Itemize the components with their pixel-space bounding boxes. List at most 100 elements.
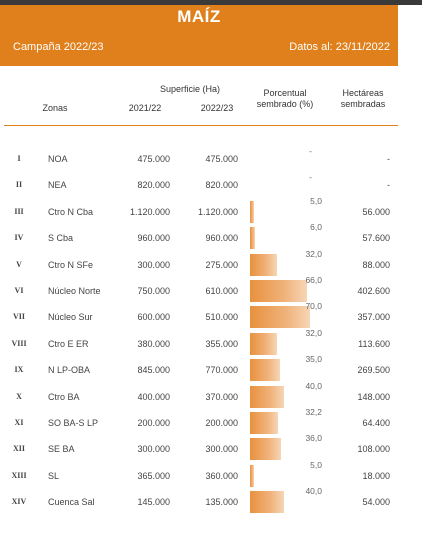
zone-name: Ctro N SFe (48, 259, 94, 270)
sown-percent-label: 35,0 (305, 354, 322, 365)
sown-percent-label: 36,0 (305, 433, 322, 444)
sown-hectares: 56.000 (362, 206, 390, 217)
zone-name: SL (48, 470, 60, 481)
sown-percent-label: 5,0 (310, 195, 322, 206)
surface-2021: 750.000 (137, 286, 170, 296)
zone-number: IX (14, 365, 24, 375)
zone-name: Ctro N Cba (48, 206, 94, 217)
surface-2021: 600.000 (137, 312, 170, 323)
hectareas-header-line1: Hectáreas (342, 88, 384, 98)
superficie-header: Superficie (Ha) (159, 84, 221, 94)
porcentual-header-line1: Porcentual (263, 88, 307, 98)
report-header: MAÍZ Campaña 2022/23 Datos al: 23/11/202… (0, 5, 398, 66)
zone-number: XII (12, 444, 25, 454)
sown-hectares: 57.600 (362, 233, 390, 244)
sown-hectares: 54.000 (362, 497, 390, 508)
zone-number: III (14, 206, 24, 216)
campaign-label: Campaña 2022/23 (13, 41, 104, 53)
zone-number: IV (14, 233, 24, 243)
zone-number: V (16, 259, 22, 269)
sown-hectares: 88.000 (362, 259, 390, 270)
zone-number: II (15, 180, 23, 190)
header-divider (4, 125, 398, 126)
surface-2022: 770.000 (205, 365, 238, 376)
zone-name: Núcleo Sur (48, 312, 93, 323)
zone-number: XIV (11, 497, 27, 507)
surface-2021: 300.000 (137, 259, 170, 270)
surface-2022: 135.000 (205, 497, 238, 508)
sown-hectares: 269.500 (357, 365, 390, 376)
sown-percent-bar (250, 385, 285, 408)
sown-percent-bar (250, 280, 307, 302)
zone-name: Ctro BA (48, 391, 80, 402)
zone-number: VII (12, 312, 25, 322)
zone-number: X (16, 391, 22, 401)
report-title: MAÍZ (177, 7, 221, 26)
zone-name: SE BA (48, 444, 75, 455)
sown-percent-label: - (309, 172, 312, 183)
zone-name: NOA (48, 154, 68, 164)
zone-number: XIII (11, 470, 27, 480)
surface-2021: 1.120.000 (129, 206, 170, 217)
sown-hectares: 18.000 (362, 470, 390, 481)
sown-percent-label: 5,0 (310, 459, 322, 470)
surface-2021: 820.000 (137, 180, 170, 191)
sown-hectares: 113.600 (358, 338, 390, 349)
sown-percent-bar (250, 227, 256, 250)
year-2022-header: 2022/23 (200, 103, 234, 113)
surface-2022: 820.000 (205, 180, 238, 191)
surface-2022: 510.000 (205, 312, 238, 323)
surface-2022: 370.000 (205, 391, 238, 402)
sown-percent-bar (250, 359, 280, 382)
surface-2022: 300.000 (205, 444, 238, 455)
zone-number: VI (14, 286, 24, 295)
surface-2021: 845.000 (137, 365, 170, 376)
sown-percent-bar (250, 306, 310, 329)
year-2021-header: 2021/22 (128, 103, 162, 113)
surface-2022: 960.000 (205, 233, 238, 244)
zone-name: Ctro E ER (48, 338, 89, 349)
zone-name: S Cba (48, 233, 74, 244)
surface-2022: 200.000 (205, 418, 238, 428)
surface-2021: 200.000 (137, 418, 170, 428)
sown-percent-bar (250, 438, 281, 461)
zone-name: N LP-OBA (48, 365, 91, 376)
zone-name: Núcleo Norte (48, 286, 101, 296)
sown-hectares: 148.000 (357, 391, 390, 402)
sown-percent-bar (250, 412, 278, 434)
zone-number: I (17, 154, 21, 163)
sown-hectares: - (387, 154, 390, 164)
surface-2021: 380.000 (137, 338, 170, 349)
sown-hectares: 64.400 (362, 418, 390, 428)
surface-2022: 610.000 (205, 286, 238, 296)
surface-2022: 1.120.000 (197, 206, 238, 217)
surface-2021: 145.000 (137, 497, 170, 508)
sown-percent-label: - (309, 146, 312, 156)
surface-2022: 275.000 (205, 259, 238, 270)
sown-percent-label: 40,0 (305, 380, 322, 391)
sown-hectares: - (387, 180, 390, 191)
surface-2021: 475.000 (137, 154, 170, 164)
sown-percent-bar (250, 200, 255, 223)
sown-percent-bar (250, 253, 278, 276)
surface-2022: 360.000 (205, 470, 238, 481)
sown-hectares: 108.000 (357, 444, 390, 455)
sown-percent-bar (250, 464, 255, 487)
zone-number: VIII (11, 338, 27, 348)
sown-percent-label: 32,0 (305, 327, 322, 338)
data-date-label: Datos al: 23/11/2022 (289, 41, 390, 53)
sown-percent-bar (250, 332, 278, 355)
porcentual-header-line2: sembrado (%) (256, 99, 314, 109)
surface-2021: 300.000 (137, 444, 170, 455)
sown-percent-label: 40,0 (305, 486, 322, 497)
sown-percent-bar (250, 491, 285, 514)
window-top-bar (0, 0, 422, 5)
surface-2021: 400.000 (137, 391, 170, 402)
sown-hectares: 402.600 (357, 286, 390, 296)
sown-percent-label: 70,0 (305, 301, 322, 312)
zone-name: Cuenca Sal (48, 497, 95, 508)
hectareas-header-line2: sembradas (340, 99, 386, 109)
zone-name: NEA (48, 180, 67, 191)
sown-percent-label: 32,2 (305, 407, 322, 417)
surface-2022: 355.000 (205, 338, 238, 349)
